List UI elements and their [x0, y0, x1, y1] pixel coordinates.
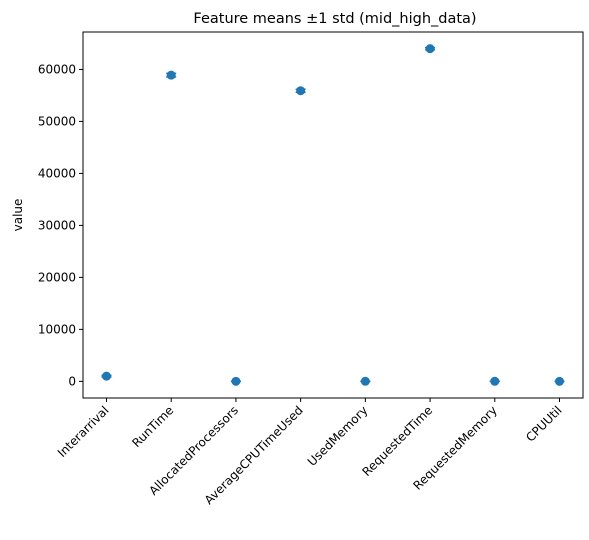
y-tick-label: 0	[68, 374, 76, 388]
y-axis-label: value	[11, 199, 25, 232]
data-point	[166, 70, 176, 80]
plot-area	[82, 31, 584, 399]
data-point	[102, 371, 111, 381]
x-tick-label: UsedMemory	[305, 403, 371, 469]
x-tick-label: CPUUtil	[523, 403, 564, 444]
data-point	[360, 376, 370, 386]
chart-title: Feature means ±1 std (mid_high_data)	[193, 11, 476, 27]
y-tick-label: 50000	[38, 114, 76, 128]
data-point	[555, 376, 564, 386]
y-tick-label: 60000	[38, 62, 76, 76]
x-tick-label: RunTime	[129, 403, 176, 450]
data-point	[231, 376, 241, 386]
x-axis: Interarrival RunTimeAllocatedProcessorsAv…	[55, 398, 565, 507]
data-series	[101, 44, 565, 386]
y-tick-label: 40000	[38, 166, 76, 180]
x-tick-label: Interarrival	[55, 403, 112, 460]
x-tick-label: RequestedTime	[359, 403, 435, 479]
data-point	[296, 86, 306, 96]
y-tick-label: 10000	[38, 322, 76, 336]
y-tick-label: 30000	[38, 218, 76, 232]
data-point	[425, 44, 435, 54]
y-tick-label: 20000	[38, 270, 76, 284]
y-axis: 0 10000 20000 30000 40000 50000 60000	[38, 62, 83, 388]
data-point	[490, 376, 500, 386]
